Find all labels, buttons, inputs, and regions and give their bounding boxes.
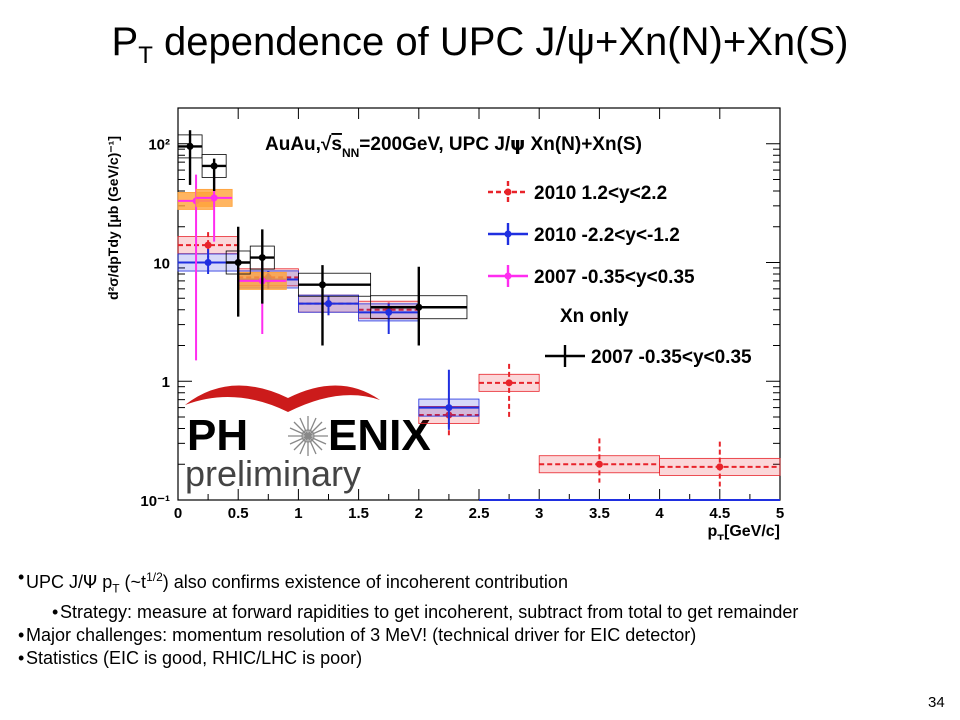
data-point — [234, 258, 242, 266]
svg-text:preliminary: preliminary — [185, 453, 361, 494]
data-point — [595, 460, 603, 468]
data-point — [505, 379, 513, 387]
star-icon — [288, 416, 328, 456]
bullet-strategy: Strategy: measure at forward rapidities … — [52, 601, 928, 624]
x-tick-label: 2.5 — [469, 505, 490, 522]
chart-title: AuAu,√sNN=200GeV, UPC J/ψ Xn(N)+Xn(S) — [265, 133, 642, 160]
x-tick-label: 4 — [655, 505, 664, 522]
bullet-challenges: Major challenges: momentum resolution of… — [18, 624, 928, 647]
x-tick-label: 4.5 — [709, 505, 730, 522]
legend-marker — [504, 188, 512, 196]
x-tick-label: 3 — [535, 505, 543, 522]
slide-number: 34 — [928, 694, 945, 711]
data-point — [415, 303, 423, 311]
chart: PH ENIX preliminary 2010 1.2<y<2.2 2010 -… — [105, 107, 784, 540]
x-tick-label: 3.5 — [589, 505, 610, 522]
legend-marker — [504, 272, 512, 280]
data-point — [204, 258, 212, 266]
data-point — [186, 142, 194, 150]
x-axis-label: pT[GeV/c] — [707, 523, 780, 540]
svg-text:ENIX: ENIX — [328, 411, 431, 460]
data-point — [325, 300, 332, 308]
legend-label: 2010 -2.2<y<-1.2 — [534, 225, 680, 246]
svg-text:PH: PH — [187, 411, 248, 460]
data-point — [716, 463, 724, 471]
legend-header: Xn only — [560, 306, 629, 327]
data-point — [204, 241, 212, 249]
data-point — [385, 308, 393, 316]
legend-label: 2007 -0.35<y<0.35 — [534, 267, 695, 288]
legend-marker — [504, 230, 512, 238]
data-point — [258, 254, 266, 262]
x-tick-label: 2 — [415, 505, 423, 522]
x-tick-label: 0.5 — [228, 505, 249, 522]
y-tick-label: 1 — [162, 374, 170, 391]
y-tick-label: 10² — [148, 137, 170, 154]
slide-title: PT dependence of UPC J/ψ+Xn(N)+Xn(S) — [111, 20, 849, 69]
bullet-list: UPC J/Ψ pT (~t1/2) also confirms existen… — [18, 566, 928, 670]
y-axis-label: d²σ/dpTdy [μb (GeV/c)⁻¹] — [105, 136, 121, 300]
data-point — [445, 404, 453, 412]
plot-frame — [177, 107, 781, 501]
bullet-upc: UPC J/Ψ pT (~t1/2) also confirms existen… — [18, 566, 928, 601]
phenix-logo: PH ENIX preliminary — [185, 385, 431, 494]
x-tick-label: 1.5 — [348, 505, 369, 522]
data-point — [318, 281, 326, 289]
x-tick-label: 0 — [174, 505, 182, 522]
data-point — [210, 162, 218, 170]
legend-label: 2010 1.2<y<2.2 — [534, 183, 667, 204]
y-tick-label: 10⁻¹ — [140, 493, 170, 510]
bullet-statistics: Statistics (EIC is good, RHIC/LHC is poo… — [18, 647, 928, 670]
x-tick-label: 1 — [294, 505, 302, 522]
data-point — [210, 194, 218, 202]
x-tick-label: 5 — [776, 505, 784, 522]
y-tick-label: 10 — [153, 255, 170, 272]
legend-label: 2007 -0.35<y<0.35 — [591, 347, 752, 368]
